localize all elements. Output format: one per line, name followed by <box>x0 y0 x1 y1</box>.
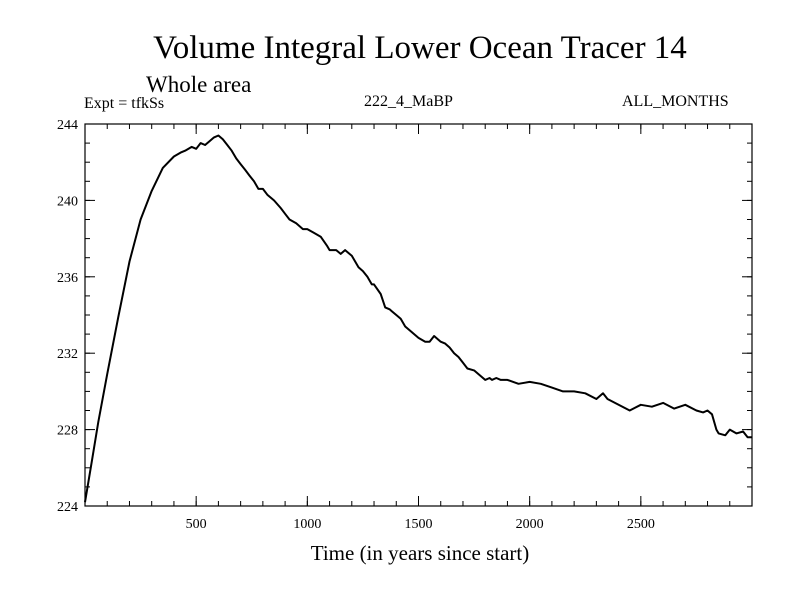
y-tick-label: 228 <box>57 424 78 439</box>
y-tick-label: 236 <box>57 271 78 286</box>
months-label: ALL_MONTHS <box>622 93 729 110</box>
experiment-id-label: 222_4_MaBP <box>364 93 453 110</box>
y-tick-label: 240 <box>57 194 78 209</box>
y-tick-label: 232 <box>57 347 78 362</box>
x-tick-label: 1500 <box>405 517 433 532</box>
experiment-label: Expt = tfkSs <box>84 95 165 112</box>
series-line <box>84 134 752 503</box>
x-tick-label: 1000 <box>293 517 321 532</box>
chart-title: Volume Integral Lower Ocean Tracer 14 <box>153 30 687 66</box>
plot-frame <box>84 123 753 507</box>
x-tick-label: 500 <box>186 517 207 532</box>
x-tick-label: 2500 <box>627 517 655 532</box>
x-tick-label: 2000 <box>516 517 544 532</box>
y-tick-label: 244 <box>57 118 78 133</box>
y-tick-label: 224 <box>57 500 78 515</box>
chart-subtitle: Whole area <box>146 72 252 97</box>
x-axis-label: Time (in years since start) <box>310 541 530 565</box>
